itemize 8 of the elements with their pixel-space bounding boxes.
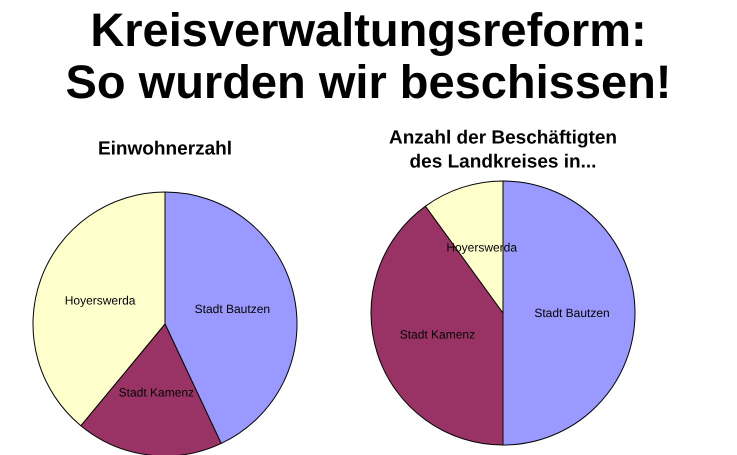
slice-label: Stadt Kamenz — [400, 327, 476, 342]
slice-label: Stadt Bautzen — [534, 306, 610, 320]
slice-label: Hoyerswerda — [64, 294, 136, 308]
slice-label: Stadt Bautzen — [194, 302, 270, 316]
chart-subtitle: Einwohnerzahl — [98, 138, 232, 160]
chart-title: Kreisverwaltungsreform: So wurden wir beschissen! — [64, 3, 672, 108]
slice-label: Stadt Kamenz — [118, 385, 194, 400]
chart-title: Anzahl der Beschäftigten des Landkreises in... — [388, 128, 618, 172]
